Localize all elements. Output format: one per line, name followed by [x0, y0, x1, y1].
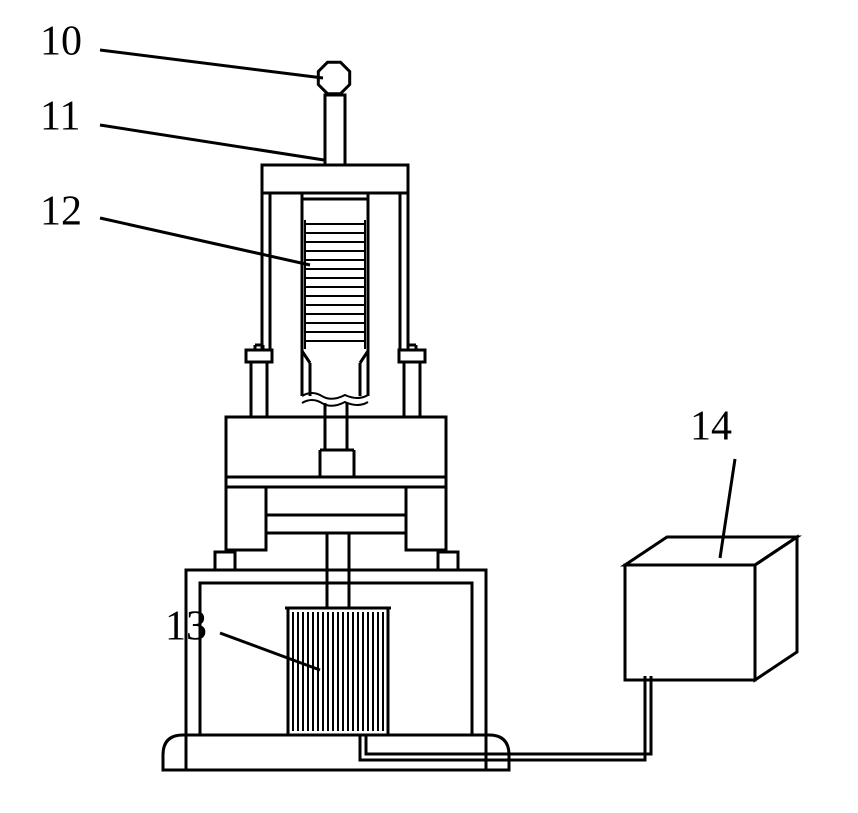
break-line: [302, 393, 368, 399]
bolt-head: [246, 350, 272, 362]
base-block: [186, 570, 486, 735]
leader-p11: [100, 125, 324, 160]
diagram-canvas: 10 11 12 13 14: [0, 0, 858, 813]
bolt-stem: [251, 362, 267, 417]
label-l12: 12: [40, 189, 82, 235]
top-shaft: [325, 95, 345, 165]
label-l14: 14: [690, 404, 732, 450]
leader-lines: [100, 50, 735, 670]
leader-p14: [720, 459, 735, 558]
leader-p10: [100, 50, 323, 78]
knob-icon: [318, 62, 349, 93]
label-l11: 11: [40, 94, 80, 140]
label-l10: 10: [40, 19, 82, 65]
leader-p13: [220, 633, 320, 670]
callout-labels: 10 11 12 13 14: [40, 19, 732, 650]
control-box: [625, 565, 755, 680]
leader-p12: [100, 218, 310, 265]
label-l13: 13: [165, 604, 207, 650]
bolt-head: [399, 350, 425, 362]
bolt-stem: [404, 362, 420, 417]
cable: [360, 676, 645, 760]
mid-block: [226, 417, 446, 477]
cap-plate: [262, 165, 408, 193]
